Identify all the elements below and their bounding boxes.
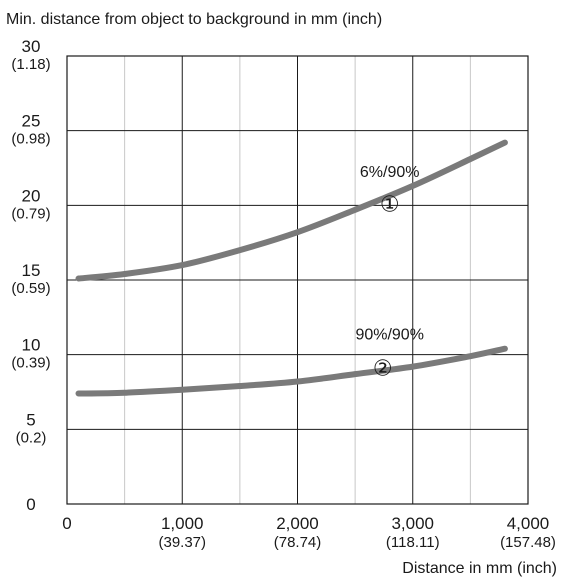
- annotation-layer: 6%/90% ① 90%/90% ②: [355, 164, 424, 381]
- x-tick-label: 3,000: [391, 514, 434, 533]
- y-tick-sublabel: (0.59): [11, 280, 50, 297]
- y-tick-label: 20: [22, 186, 41, 205]
- y-tick-label: 10: [22, 336, 41, 355]
- plot-frame: [66, 55, 529, 505]
- series-line-1: [75, 139, 508, 282]
- y-tick-label: 30: [22, 37, 41, 56]
- grid-major: [66, 55, 529, 505]
- series-label-1: 6%/90%: [360, 164, 420, 181]
- y-tick-label: 15: [22, 261, 41, 280]
- series-label-2: 90%/90%: [355, 327, 424, 344]
- x-tick-label: 0: [62, 514, 71, 533]
- x-tick-sublabel: (78.74): [274, 534, 322, 551]
- series-line-2: [75, 345, 508, 397]
- y-tick-sublabel: (1.18): [11, 56, 50, 73]
- chart-title: Min. distance from object to background …: [6, 11, 382, 28]
- x-tick-sublabel: (118.11): [386, 534, 440, 551]
- y-tick-labels: 0 5(0.2) 10(0.39) 15(0.59) 20(0.79) 25(0.98) 3…: [11, 37, 50, 514]
- y-tick-sublabel: (0.98): [11, 131, 50, 148]
- y-tick-sublabel: (0.2): [16, 429, 47, 446]
- x-tick-sublabel: (157.48): [500, 534, 556, 551]
- y-tick-sublabel: (0.79): [11, 205, 50, 222]
- x-tick-label: 4,000: [507, 514, 550, 533]
- y-tick-label: 25: [22, 112, 41, 131]
- series-marker-1: ①: [380, 191, 400, 216]
- y-tick-label: 5: [26, 410, 35, 429]
- x-tick-sublabel: (39.37): [158, 534, 206, 551]
- series-layer: [75, 139, 508, 397]
- x-tick-label: 2,000: [276, 514, 319, 533]
- x-tick-label: 1,000: [161, 514, 204, 533]
- y-tick-sublabel: (0.39): [11, 355, 50, 372]
- series-marker-2: ②: [373, 356, 393, 381]
- x-axis-label: Distance in mm (inch): [402, 560, 557, 577]
- x-tick-labels: 0 1,000(39.37) 2,000(78.74) 3,000(118.11) 4,…: [62, 514, 556, 551]
- y-tick-label: 0: [26, 495, 35, 514]
